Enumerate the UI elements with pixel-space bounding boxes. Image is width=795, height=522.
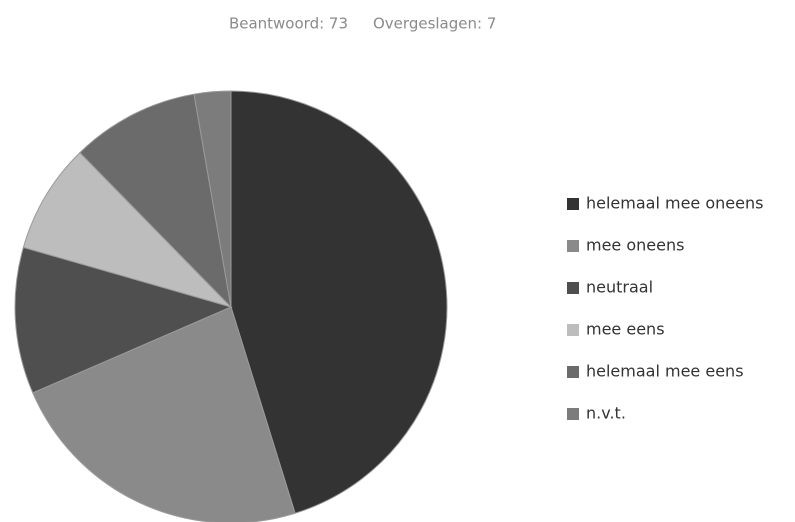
pie-slice [14,246,233,394]
pie-slice [230,90,448,514]
legend-swatch [567,240,579,252]
pie-slice [79,93,232,309]
legend-label: mee oneens [586,236,684,255]
pie-slice [22,151,233,309]
legend-swatch [567,282,579,294]
legend-label: neutraal [586,278,653,297]
chart-subtitle: Overgeslagen: 7 [373,15,496,33]
pie-slice [193,90,232,308]
legend-swatch [567,198,579,210]
legend-swatch [567,324,579,336]
legend-swatch [567,366,579,378]
pie-slice [32,306,296,522]
chart-title: Beantwoord: 73 [229,15,348,33]
legend-label: mee eens [586,320,665,339]
legend-swatch [567,408,579,420]
legend-label: helemaal mee eens [586,362,744,381]
legend-label: helemaal mee oneens [586,194,763,213]
legend-label: n.v.t. [586,404,626,423]
